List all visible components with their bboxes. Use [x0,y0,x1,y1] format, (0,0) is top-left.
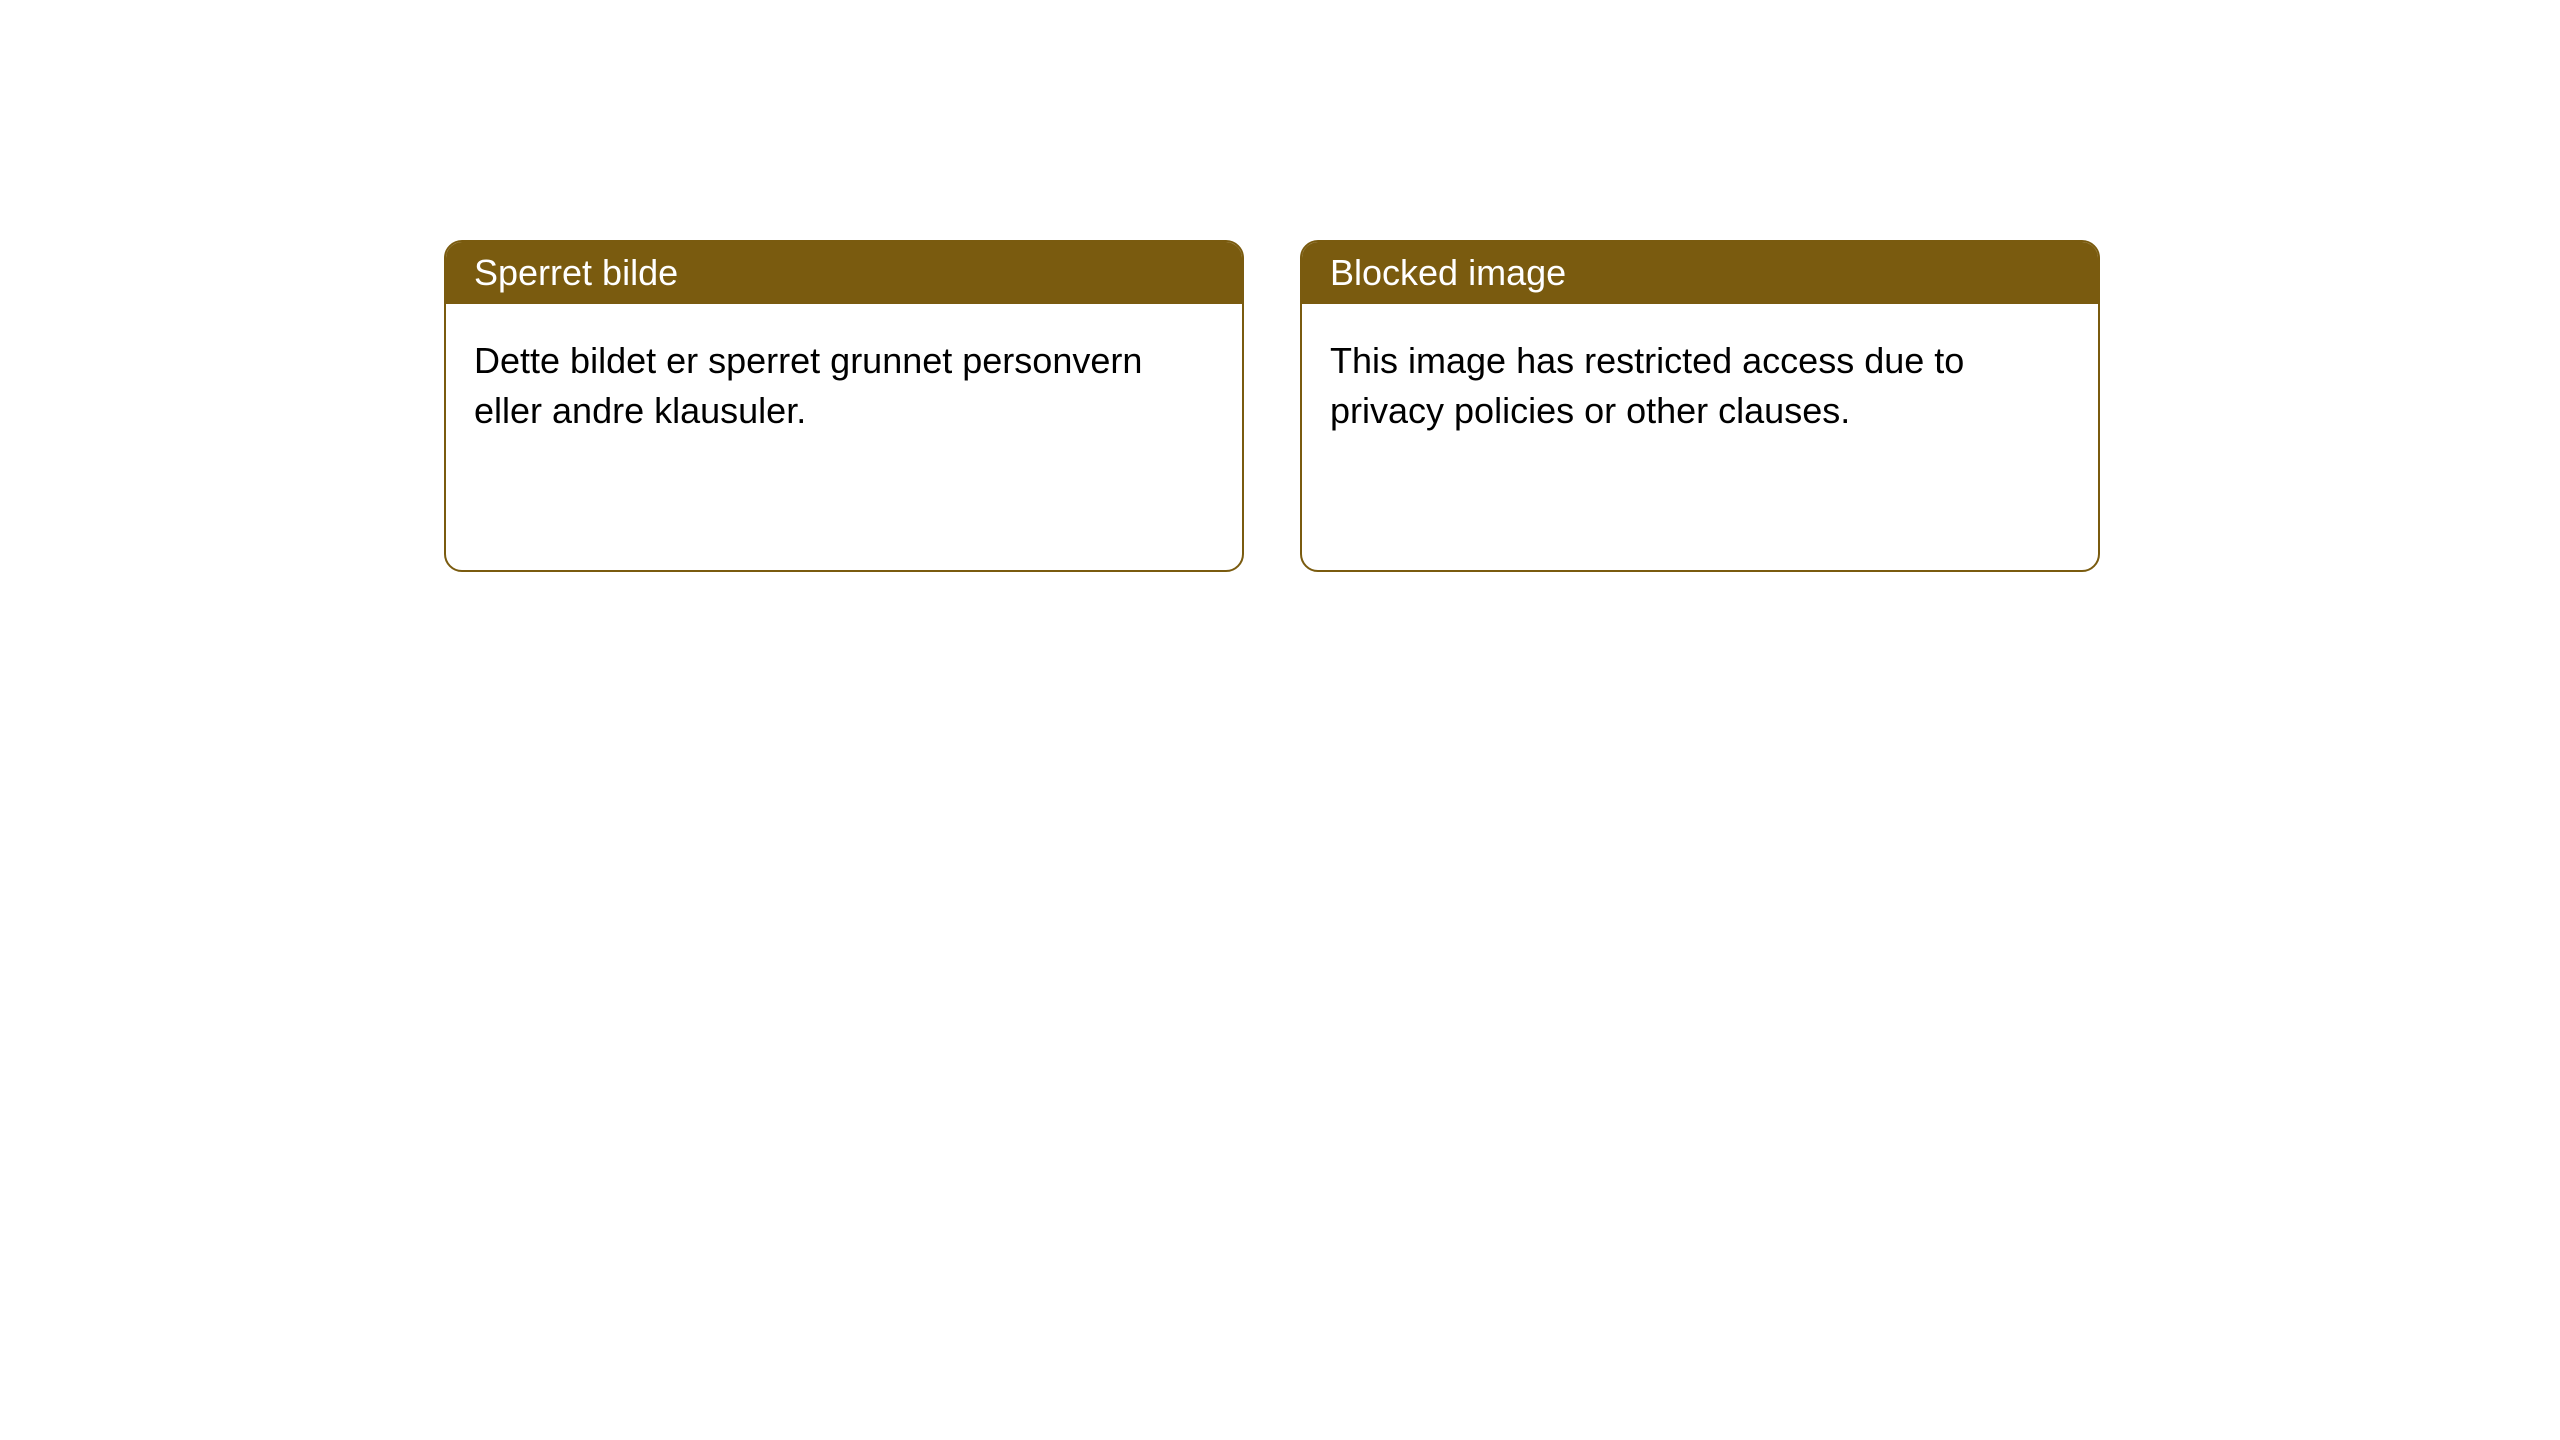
blocked-image-card-en: Blocked image This image has restricted … [1300,240,2100,572]
card-header: Sperret bilde [446,242,1242,304]
blocked-image-card-no: Sperret bilde Dette bildet er sperret gr… [444,240,1244,572]
card-header: Blocked image [1302,242,2098,304]
card-body: Dette bildet er sperret grunnet personve… [446,304,1242,469]
card-body-text: Dette bildet er sperret grunnet personve… [474,340,1142,431]
card-title: Sperret bilde [474,252,678,293]
card-title: Blocked image [1330,252,1566,293]
card-body-text: This image has restricted access due to … [1330,340,1964,431]
card-body: This image has restricted access due to … [1302,304,2098,469]
cards-container: Sperret bilde Dette bildet er sperret gr… [0,0,2560,572]
